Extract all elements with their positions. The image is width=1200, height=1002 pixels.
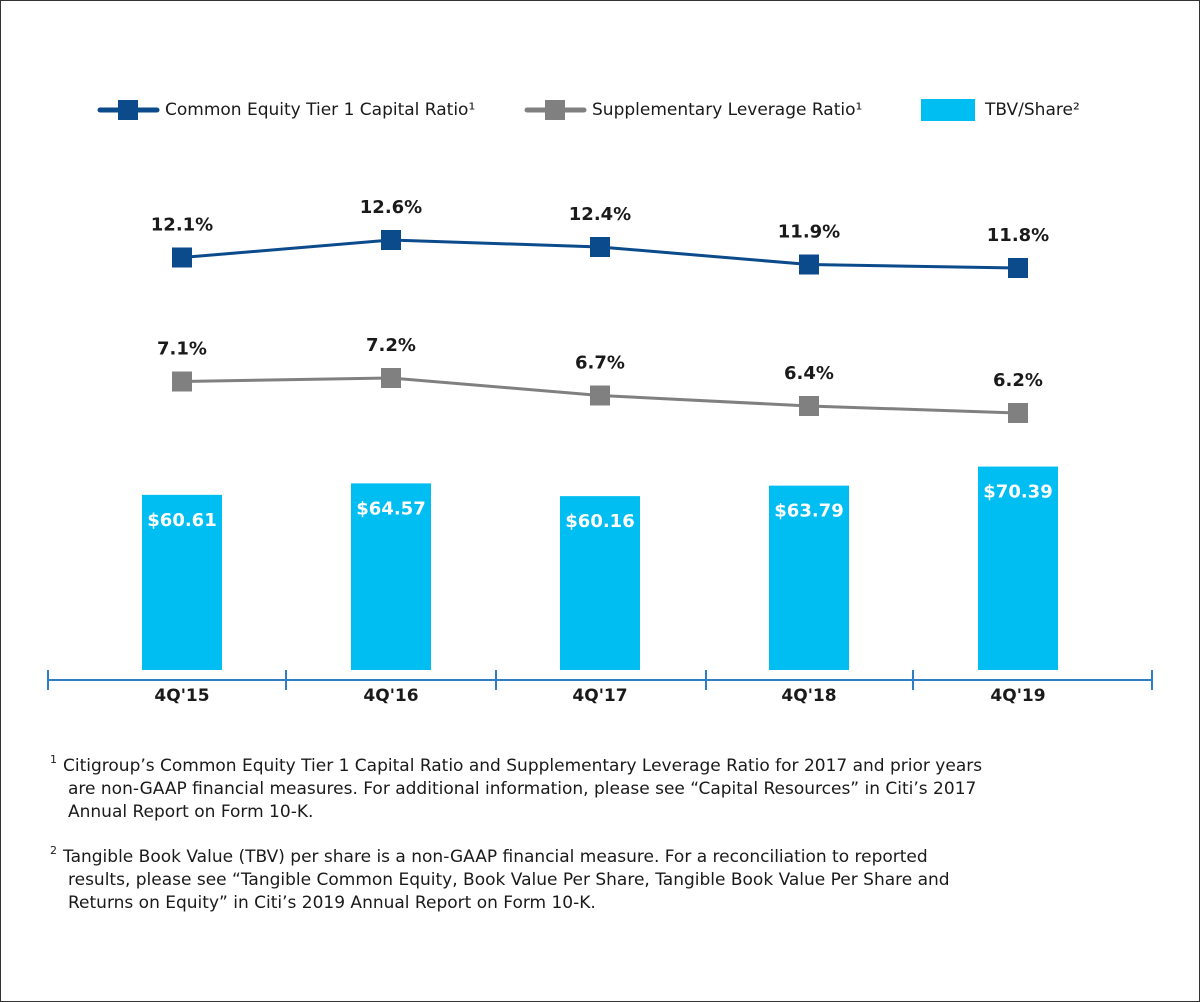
bar [978, 466, 1058, 670]
x-tick-label: 4Q'15 [154, 686, 209, 706]
value-label: 12.1% [151, 215, 213, 236]
marker [590, 385, 610, 406]
value-label: $70.39 [983, 482, 1052, 503]
marker [1008, 258, 1028, 278]
value-label: $64.57 [356, 498, 425, 519]
marker [381, 230, 401, 250]
legend-label: TBV/Share² [984, 100, 1080, 120]
marker [590, 237, 610, 257]
legend-label: Common Equity Tier 1 Capital Ratio¹ [165, 100, 475, 120]
x-tick-label: 4Q'18 [781, 686, 836, 706]
bar [769, 485, 849, 670]
value-label: $60.16 [565, 511, 634, 532]
value-label: 12.4% [569, 204, 631, 225]
footnote-text: results, please see “Tangible Common Equ… [68, 870, 950, 890]
value-label: 11.9% [778, 222, 840, 243]
footnote-text: Citigroup’s Common Equity Tier 1 Capital… [63, 756, 982, 776]
marker [799, 396, 819, 416]
x-tick-label: 4Q'17 [572, 686, 627, 706]
value-label: 12.6% [360, 197, 422, 218]
footnote-marker: 1 [50, 753, 57, 766]
marker [172, 371, 192, 392]
bar [560, 496, 640, 670]
marker [1008, 403, 1028, 423]
marker [381, 368, 401, 388]
marker [799, 254, 819, 275]
value-label: 11.8% [987, 225, 1049, 246]
legend-label: Supplementary Leverage Ratio¹ [592, 100, 862, 120]
footnote-text: Annual Report on Form 10-K. [68, 802, 313, 822]
bar [142, 494, 222, 670]
footnote-text: Returns on Equity” in Citi’s 2019 Annual… [68, 893, 596, 913]
value-label: $63.79 [774, 501, 843, 522]
value-label: 7.2% [366, 335, 416, 356]
value-label: 6.4% [784, 363, 834, 384]
footnote-marker: 2 [50, 844, 57, 857]
x-tick-label: 4Q'16 [363, 686, 418, 706]
legend-marker [118, 100, 138, 120]
value-label: 6.7% [575, 353, 625, 374]
footnote-text: Tangible Book Value (TBV) per share is a… [62, 847, 928, 867]
marker [172, 247, 192, 268]
value-label: $60.61 [147, 510, 216, 531]
value-label: 6.2% [993, 370, 1043, 391]
x-tick-label: 4Q'19 [990, 686, 1045, 706]
bar [351, 483, 431, 670]
legend-swatch [921, 99, 975, 121]
legend-marker [545, 100, 565, 120]
footnote-text: are non-GAAP financial measures. For add… [68, 779, 976, 799]
value-label: 7.1% [157, 339, 207, 360]
